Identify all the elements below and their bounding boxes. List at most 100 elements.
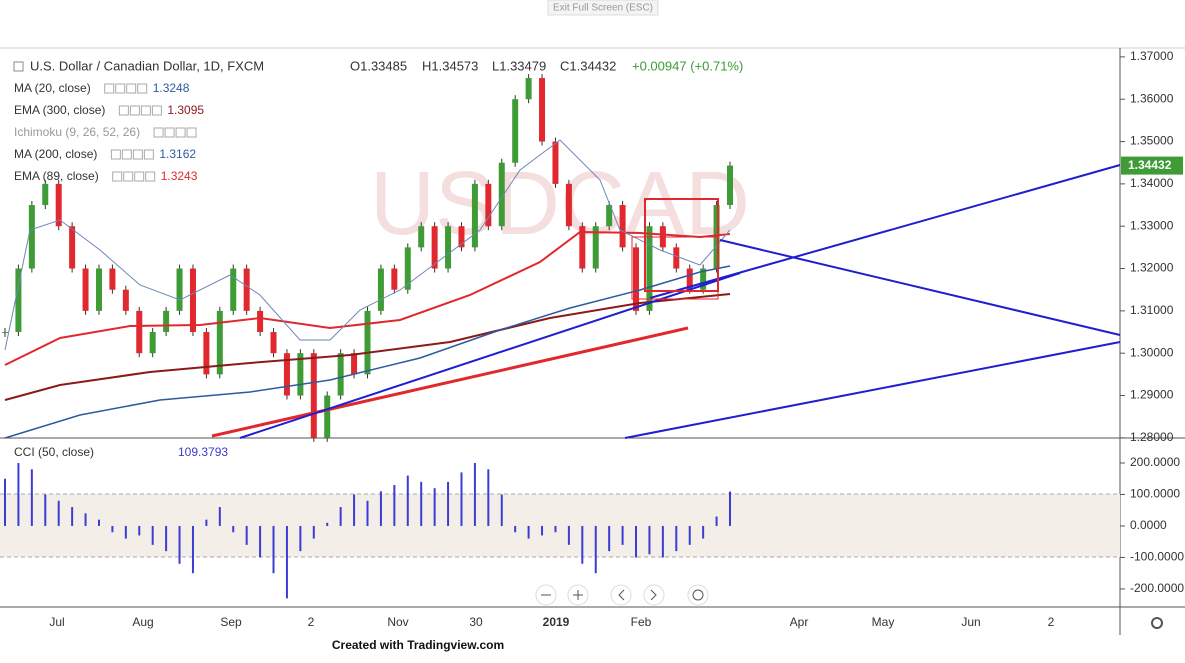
x-tick-label: Jul (49, 615, 64, 629)
indicator-name: MA (200, close) (14, 147, 97, 161)
candle (176, 268, 183, 311)
cci-tick-label: -100.0000 (1130, 550, 1184, 564)
x-tick-label: Nov (387, 615, 408, 629)
candle (2, 332, 8, 334)
candle (351, 353, 358, 375)
collapse-icon[interactable] (13, 61, 24, 72)
candle (673, 247, 680, 269)
indicator-icon (175, 127, 186, 138)
y-tick-label: 1.29000 (1130, 388, 1174, 402)
ohlc-close: C1.34432 (560, 58, 616, 73)
ohlc-low: L1.33479 (492, 58, 546, 73)
change: +0.00947 (+0.71%) (632, 58, 743, 73)
indicator-icon (118, 105, 129, 116)
candle (646, 226, 653, 311)
indicator-icon (134, 171, 145, 182)
indicator-icon (115, 83, 126, 94)
x-tick-label: 30 (469, 615, 483, 629)
y-tick-label: 1.37000 (1130, 49, 1174, 63)
candle (28, 205, 35, 269)
candle (404, 247, 411, 290)
y-tick-label: 1.35000 (1130, 134, 1174, 148)
candle (69, 226, 76, 269)
indicator-icon (123, 171, 134, 182)
y-tick-label: 1.32000 (1130, 261, 1174, 275)
price-plot (2, 74, 733, 442)
indicator-name: EMA (300, close) (14, 103, 105, 117)
exit-label[interactable]: Exit Full Screen (ESC) (553, 3, 653, 14)
reset-glyph (692, 589, 704, 601)
candle (243, 268, 250, 311)
control-glyphs (541, 589, 657, 601)
candle (283, 353, 290, 396)
y-tick-label: 1.31000 (1130, 303, 1174, 317)
symbol: U.S. Dollar / Canadian Dollar, 1D, FXCM (30, 58, 264, 73)
exit-button[interactable] (547, 0, 659, 16)
indicator-icon (110, 149, 121, 160)
cci-band (0, 494, 1120, 557)
legend: U.S. Dollar / Canadian Dollar, 1D, FXCM … (13, 58, 743, 73)
x-tick-label: Jun (961, 615, 980, 629)
indicator-icon (126, 83, 137, 94)
candle (458, 226, 465, 248)
candle (565, 183, 572, 227)
cci-value: 109.3793 (178, 445, 228, 459)
zoom-controls (535, 584, 709, 606)
ema-300 (4, 293, 731, 401)
y-tick-label: 1.36000 (1130, 91, 1174, 105)
indicator-value: 1.3243 (161, 169, 198, 183)
candle (377, 268, 384, 311)
candle (15, 268, 22, 333)
candle (42, 183, 49, 206)
scroll-right[interactable] (643, 584, 665, 606)
cci-tick-label: -200.0000 (1130, 581, 1184, 595)
x-tick-label: Sep (220, 615, 242, 629)
candle (418, 226, 425, 248)
candle (471, 183, 478, 248)
candle (270, 332, 277, 354)
candle (391, 268, 398, 290)
candle (552, 141, 559, 184)
candle (122, 289, 129, 311)
reset[interactable] (687, 584, 709, 606)
settings[interactable] (1151, 617, 1163, 629)
cci-tick-label: 200.0000 (1130, 455, 1180, 469)
scroll-left[interactable] (610, 584, 632, 606)
candle (539, 78, 546, 142)
candle (592, 226, 599, 269)
candle (297, 353, 304, 396)
candle (324, 395, 331, 438)
candle (109, 268, 116, 290)
candle (727, 165, 733, 206)
candle (310, 353, 317, 438)
last-price-label: 1.34432 (1128, 158, 1172, 172)
candle (633, 247, 640, 311)
candle (498, 162, 505, 227)
candle (579, 226, 586, 269)
candle (189, 268, 196, 333)
candle (257, 310, 264, 333)
trend-line (211, 326, 689, 438)
indicator-icon (104, 83, 115, 94)
candle (445, 226, 452, 269)
indicator-icon (153, 127, 164, 138)
candle (512, 99, 519, 163)
indicator-icon (140, 105, 151, 116)
watermark: USDCAD (370, 154, 750, 254)
candle (149, 332, 156, 354)
indicator-icon (186, 127, 197, 138)
indicator-icon (164, 127, 175, 138)
y-tick-label: 1.34000 (1130, 176, 1174, 190)
indicator-icon (143, 149, 154, 160)
indicator-icon (129, 105, 140, 116)
indicator-name: MA (20, close) (14, 81, 91, 95)
candle (431, 226, 438, 269)
indicator-name: EMA (89, close) (14, 169, 99, 183)
indicator-name: Ichimoku (9, 26, 52, 26) (14, 125, 140, 139)
ohlc-open: O1.33485 (350, 58, 407, 73)
candle (230, 268, 237, 311)
candle (364, 310, 371, 375)
candle (55, 183, 62, 227)
indicator-icon (137, 83, 148, 94)
